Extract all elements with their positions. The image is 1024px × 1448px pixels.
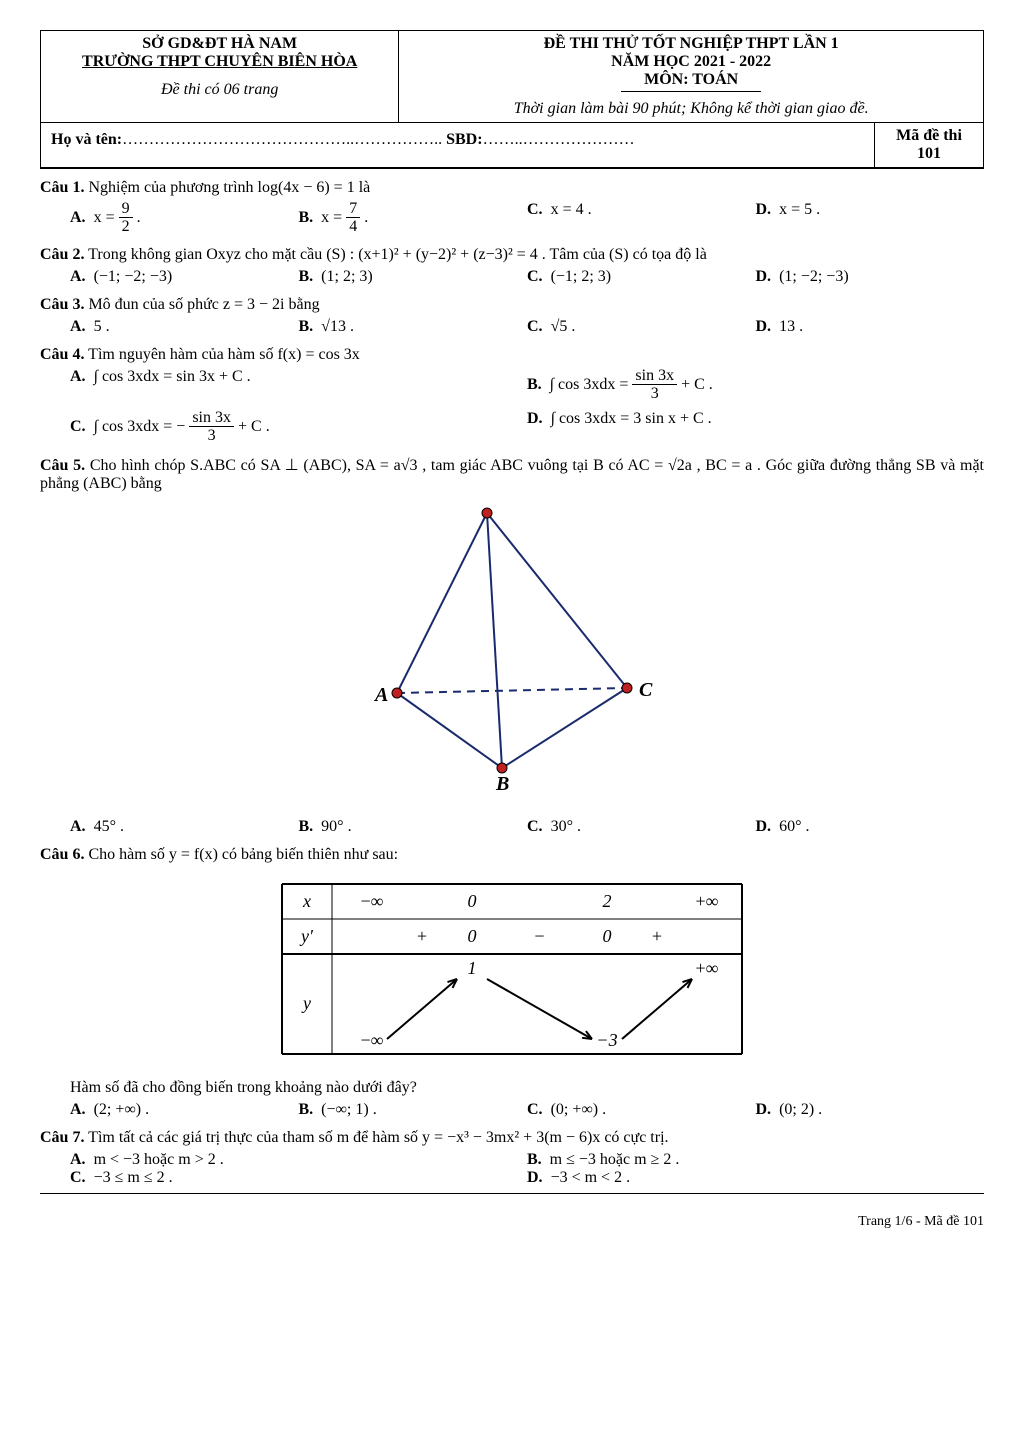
page-footer: Trang 1/6 - Mã đề 101 xyxy=(40,1214,984,1230)
svg-text:0: 0 xyxy=(468,891,477,911)
svg-text:y: y xyxy=(301,993,311,1013)
svg-text:−∞: −∞ xyxy=(361,1030,384,1050)
svg-text:+: + xyxy=(652,926,662,946)
svg-text:x: x xyxy=(302,891,311,911)
svg-text:B: B xyxy=(495,773,509,795)
svg-text:−∞: −∞ xyxy=(361,891,384,911)
svg-text:A: A xyxy=(373,684,388,706)
q1-options: A. x = 92 . B. x = 74 . C. x = 4 . D. x … xyxy=(70,201,984,236)
svg-text:+: + xyxy=(417,926,427,946)
question-4: Câu 4. Tìm nguyên hàm của hàm số f(x) = … xyxy=(40,346,984,364)
svg-text:C: C xyxy=(639,679,653,701)
svg-text:−: − xyxy=(534,926,544,946)
q6-options: A. (2; +∞) . B. (−∞; 1) . C. (0; +∞) . D… xyxy=(70,1101,984,1119)
question-3: Câu 3. Mô đun của số phức z = 3 − 2i bằn… xyxy=(40,296,984,314)
pyramid-diagram: S A B C xyxy=(40,503,984,808)
q4-options: A. ∫ cos 3xdx = sin 3x + C . B. ∫ cos 3x… xyxy=(70,368,984,445)
svg-text:0: 0 xyxy=(468,926,477,946)
svg-text:+∞: +∞ xyxy=(696,958,719,978)
q3-options: A. 5 . B. √13 . C. √5 . D. 13 . xyxy=(70,318,984,336)
svg-text:S: S xyxy=(481,503,492,508)
question-2: Câu 2. Trong không gian Oxyz cho mặt cầu… xyxy=(40,246,984,264)
q6-sub: Hàm số đã cho đồng biến trong khoảng nào… xyxy=(70,1079,984,1097)
svg-text:y′: y′ xyxy=(299,926,314,946)
question-6: Câu 6. Cho hàm số y = f(x) có bảng biến … xyxy=(40,846,984,864)
svg-text:0: 0 xyxy=(603,926,612,946)
variation-table: x −∞ 0 2 +∞ y′ +0 − 0 + y 1 +∞ −∞ −3 xyxy=(40,874,984,1069)
svg-text:1: 1 xyxy=(468,958,477,978)
svg-text:−3: −3 xyxy=(596,1030,617,1050)
svg-text:2: 2 xyxy=(603,891,612,911)
q5-options: A. 45° . B. 90° . C. 30° . D. 60° . xyxy=(70,818,984,836)
question-7: Câu 7. Tìm tất cả các giá trị thực của t… xyxy=(40,1129,984,1147)
exam-header: SỞ GD&ĐT HÀ NAMTRƯỜNG THPT CHUYÊN BIÊN H… xyxy=(40,30,984,169)
q7-options: A. m < −3 hoặc m > 2 . B. m ≤ −3 hoặc m … xyxy=(70,1151,984,1187)
svg-text:+∞: +∞ xyxy=(696,891,719,911)
q2-options: A. (−1; −2; −3) B. (1; 2; 3) C. (−1; 2; … xyxy=(70,268,984,286)
question-1: Câu 1. Nghiệm của phương trình log(4x − … xyxy=(40,179,984,197)
question-5: Câu 5. Cho hình chóp S.ABC có SA ⊥ (ABC)… xyxy=(40,455,984,493)
